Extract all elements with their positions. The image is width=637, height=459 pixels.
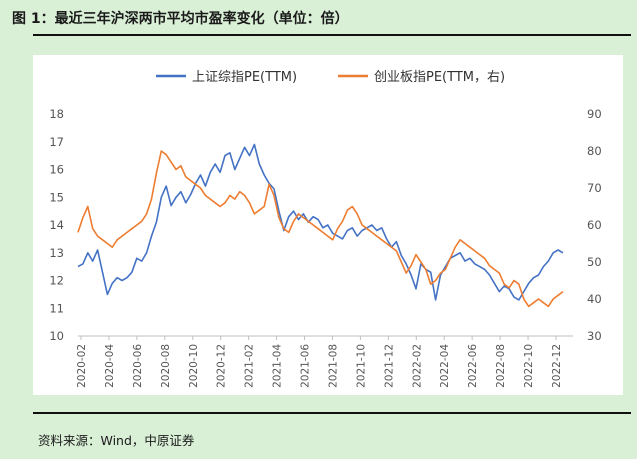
y-right-tick-label: 90 <box>587 107 602 121</box>
y-left-tick-label: 17 <box>49 135 64 149</box>
y-left-tick-label: 15 <box>49 190 64 204</box>
series-line-2 <box>77 150 564 308</box>
y-right-tick-label: 40 <box>587 292 602 306</box>
x-tick-label: 2021-02 <box>244 344 256 388</box>
chart-legend: 上证综指PE(TTM) 创业板指PE(TTM，右) <box>156 70 505 85</box>
x-tick-label: 2020-10 <box>188 344 200 388</box>
y-right-tick-label: 50 <box>587 255 602 269</box>
x-tick-label: 2022-12 <box>551 344 563 388</box>
y-left-tick-label: 11 <box>49 301 64 315</box>
x-tick-label: 2022-10 <box>523 344 535 388</box>
y-left-tick-label: 13 <box>49 246 64 260</box>
x-tick-label: 2020-08 <box>160 344 172 388</box>
y-left-tick-label: 18 <box>49 107 64 121</box>
x-tick-label: 2022-02 <box>411 344 423 388</box>
y-right-tick-label: 70 <box>587 181 602 195</box>
x-tick-label: 2020-12 <box>216 344 228 388</box>
y-left-tick-label: 14 <box>49 218 64 232</box>
x-tick-label: 2022-08 <box>495 344 507 388</box>
y-left-tick-label: 12 <box>49 274 64 288</box>
legend-label-1: 上证综指PE(TTM) <box>192 70 297 85</box>
y-left-tick-label: 16 <box>49 163 64 177</box>
x-tick-label: 2020-02 <box>76 344 88 388</box>
x-tick-label: 2022-04 <box>439 344 451 388</box>
y-right-tick-label: 60 <box>587 218 602 232</box>
x-tick-label: 2022-06 <box>467 344 479 388</box>
chart-panel: 上证综指PE(TTM) 创业板指PE(TTM，右) 10 11 12 13 14 15 16 1… <box>33 55 623 395</box>
bottom-divider <box>33 412 631 414</box>
y-left-tick-label: 10 <box>49 329 64 343</box>
x-tick-label: 2020-04 <box>104 344 116 388</box>
legend-label-2: 创业板指PE(TTM，右) <box>374 70 505 85</box>
series-line-1 <box>77 143 564 301</box>
x-tick-label: 2021-12 <box>383 344 395 388</box>
x-tick-label: 2021-04 <box>272 344 284 388</box>
x-tick-label: 2021-06 <box>300 344 312 388</box>
pe-line-chart: 上证综指PE(TTM) 创业板指PE(TTM，右) 101112131415161… <box>49 70 601 388</box>
x-tick-label: 2021-08 <box>327 344 339 388</box>
chart-title: 图 1：最近三年沪深两市平均市盈率变化（单位：倍） <box>12 11 349 27</box>
chart-lines <box>77 143 564 308</box>
x-tick-label: 2021-10 <box>355 344 367 388</box>
chart-axes: 10 11 12 13 14 15 16 17 18 30 40 50 60 70 80 90 2020-02 2… <box>49 107 601 388</box>
x-tick-label: 2020-06 <box>132 344 144 388</box>
y-right-tick-label: 80 <box>587 144 602 158</box>
y-right-tick-label: 30 <box>587 329 602 343</box>
top-divider <box>33 34 631 36</box>
source-note: 资料来源：Wind，中原证券 <box>38 433 195 448</box>
